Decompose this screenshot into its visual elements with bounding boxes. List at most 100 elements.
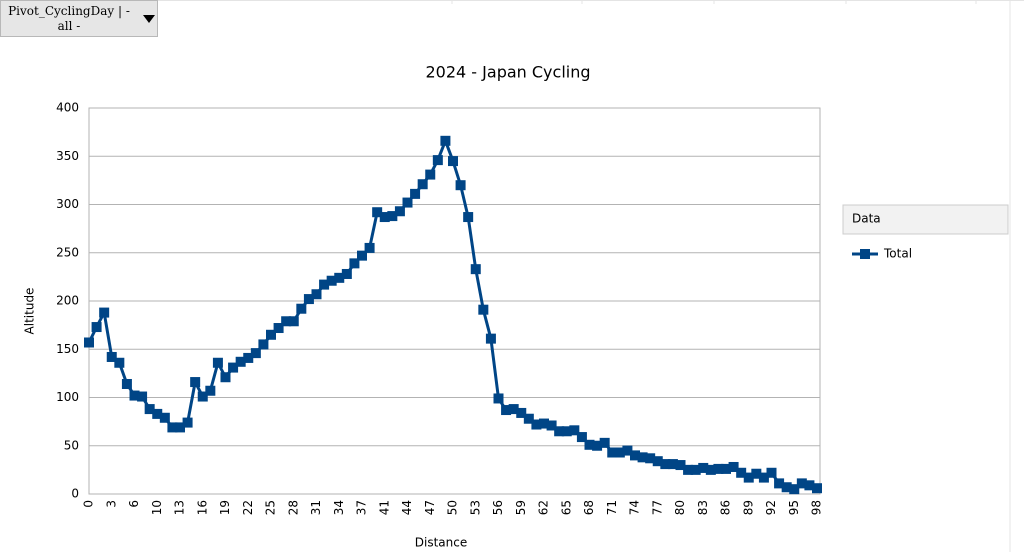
marker bbox=[212, 357, 223, 368]
y-tick-label: 150 bbox=[56, 342, 79, 356]
marker bbox=[334, 272, 345, 283]
marker bbox=[440, 135, 451, 146]
marker bbox=[175, 422, 185, 433]
marker bbox=[402, 197, 413, 208]
legend-title: Data bbox=[852, 212, 881, 226]
pivot-label: Pivot_CyclingDay | - all - bbox=[8, 4, 130, 33]
marker bbox=[258, 339, 269, 350]
marker bbox=[637, 452, 648, 463]
marker bbox=[455, 180, 466, 191]
marker bbox=[667, 459, 678, 470]
marker bbox=[281, 316, 292, 327]
marker bbox=[622, 445, 633, 456]
x-tick-label: 53 bbox=[468, 500, 482, 515]
marker bbox=[652, 456, 663, 467]
marker bbox=[326, 275, 337, 286]
marker bbox=[599, 437, 610, 448]
x-tick-label: 16 bbox=[195, 500, 209, 515]
dropdown-arrow bbox=[143, 15, 155, 23]
marker bbox=[796, 478, 807, 489]
marker bbox=[432, 155, 443, 166]
x-tick-label: 25 bbox=[264, 500, 278, 515]
x-tick-label: 47 bbox=[423, 500, 437, 515]
marker bbox=[99, 307, 110, 318]
marker bbox=[228, 362, 239, 373]
x-tick-label: 83 bbox=[696, 500, 710, 515]
legend-label: Total bbox=[883, 247, 912, 261]
y-axis-title: Altitude bbox=[23, 288, 37, 335]
marker bbox=[561, 426, 572, 437]
pivot-button[interactable]: Pivot_CyclingDay | - all - bbox=[0, 0, 158, 37]
marker bbox=[736, 467, 747, 478]
x-tick-label: 13 bbox=[173, 500, 187, 515]
marker bbox=[303, 294, 314, 305]
marker bbox=[379, 212, 390, 223]
y-tick-label: 0 bbox=[71, 487, 79, 501]
marker bbox=[705, 464, 716, 475]
marker bbox=[546, 420, 557, 431]
marker bbox=[425, 169, 436, 180]
marker bbox=[235, 356, 246, 367]
marker bbox=[516, 407, 527, 418]
marker bbox=[781, 482, 792, 493]
marker bbox=[364, 242, 375, 253]
x-tick-label: 74 bbox=[628, 500, 642, 515]
chart-title: 2024 - Japan Cycling bbox=[426, 63, 591, 82]
x-tick-label: 44 bbox=[400, 500, 414, 515]
marker bbox=[539, 418, 549, 429]
marker bbox=[576, 432, 587, 443]
y-tick-label: 400 bbox=[56, 101, 79, 115]
marker bbox=[470, 264, 481, 275]
y-tick-label: 300 bbox=[56, 197, 79, 211]
marker bbox=[243, 352, 254, 363]
marker bbox=[372, 207, 383, 218]
x-tick-label: 65 bbox=[559, 500, 573, 515]
marker bbox=[205, 385, 216, 396]
x-tick-label: 19 bbox=[218, 500, 232, 515]
x-tick-label: 6 bbox=[127, 500, 141, 508]
y-tick-label: 50 bbox=[64, 438, 79, 452]
marker bbox=[675, 460, 686, 471]
marker bbox=[812, 483, 822, 494]
x-tick-label: 80 bbox=[673, 500, 687, 515]
marker bbox=[114, 357, 125, 368]
marker bbox=[137, 391, 148, 402]
marker bbox=[493, 393, 504, 404]
marker bbox=[129, 390, 140, 401]
marker bbox=[152, 408, 163, 419]
marker bbox=[721, 463, 731, 474]
marker bbox=[531, 419, 542, 430]
marker bbox=[614, 447, 625, 458]
x-tick-label: 41 bbox=[377, 500, 391, 515]
legend-marker bbox=[860, 249, 870, 259]
marker bbox=[485, 333, 496, 344]
marker bbox=[410, 188, 421, 199]
marker bbox=[584, 439, 595, 450]
x-tick-label: 0 bbox=[82, 500, 96, 508]
marker bbox=[630, 450, 640, 461]
legend-title-box bbox=[842, 204, 1009, 235]
marker bbox=[592, 440, 603, 451]
marker bbox=[106, 351, 117, 362]
marker bbox=[743, 472, 754, 483]
marker bbox=[121, 378, 132, 389]
marker bbox=[478, 304, 489, 315]
marker bbox=[394, 206, 405, 217]
x-tick-label: 34 bbox=[332, 500, 346, 515]
marker bbox=[804, 480, 815, 491]
x-tick-label: 86 bbox=[719, 500, 733, 515]
marker bbox=[508, 404, 519, 415]
x-tick-label: 77 bbox=[650, 500, 664, 515]
x-tick-label: 22 bbox=[241, 500, 255, 515]
marker bbox=[296, 303, 307, 314]
marker bbox=[713, 463, 724, 474]
marker bbox=[554, 426, 565, 437]
x-tick-label: 31 bbox=[309, 500, 323, 515]
marker bbox=[182, 417, 193, 428]
x-axis-title: Distance bbox=[415, 536, 467, 550]
marker bbox=[501, 405, 512, 416]
marker bbox=[758, 472, 769, 483]
x-tick-label: 3 bbox=[104, 500, 118, 508]
